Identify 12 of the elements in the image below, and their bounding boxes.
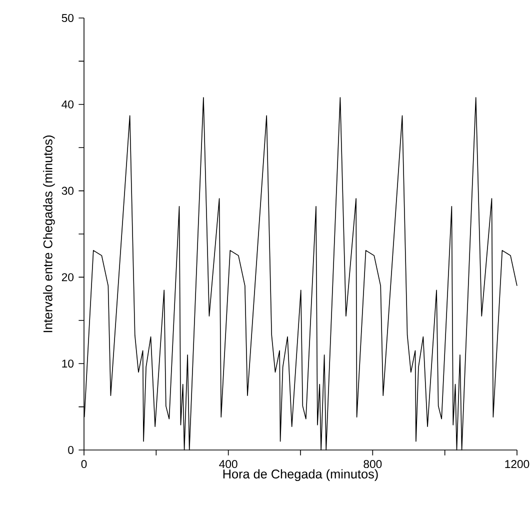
x-tick-label: 1200 (505, 460, 530, 468)
y-tick-label: 50 (62, 14, 74, 22)
y-tick-label: 0 (68, 446, 74, 454)
y-axis-title: Intervalo entre Chegadas (minutos) (43, 136, 55, 332)
y-tick-label: 10 (62, 360, 74, 368)
x-tick-label: 0 (81, 460, 87, 468)
x-tick-label: 800 (364, 460, 382, 468)
x-axis-title: Hora de Chegada (minutos) (223, 469, 378, 482)
y-tick-label: 40 (62, 100, 74, 108)
y-tick-label: 30 (62, 186, 74, 195)
y-tick-label: 20 (62, 273, 74, 282)
x-tick-label: 400 (219, 460, 238, 468)
